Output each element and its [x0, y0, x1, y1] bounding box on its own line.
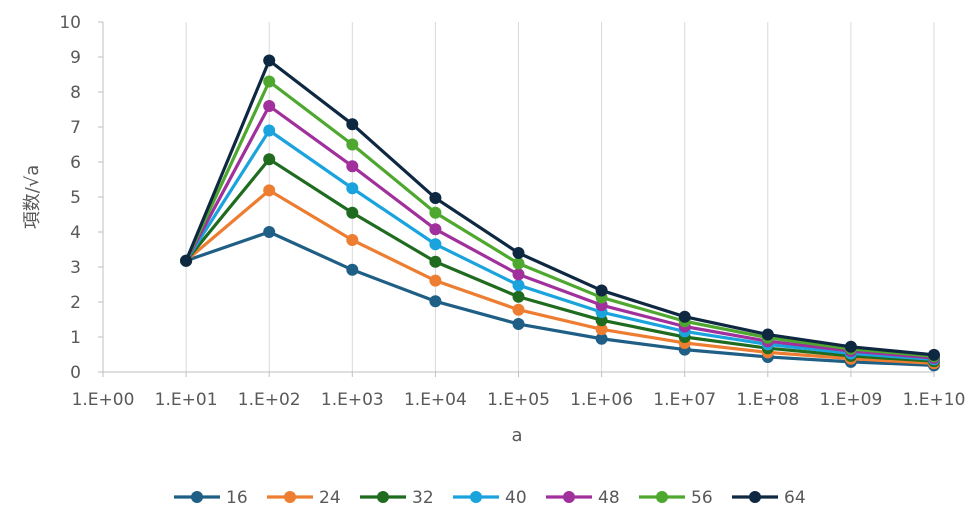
series-32	[180, 153, 940, 368]
legend-item: 16	[174, 488, 248, 508]
axes	[98, 21, 935, 377]
data-point	[263, 75, 276, 88]
legend-label: 16	[226, 488, 248, 508]
y-tick-label: 7	[70, 118, 81, 138]
x-tick-label: 1.E+02	[238, 390, 301, 410]
legend-marker	[563, 491, 575, 503]
y-tick-label: 9	[70, 48, 81, 68]
legend-item: 56	[639, 488, 713, 508]
x-tick-label: 1.E+01	[155, 390, 218, 410]
legend-marker	[749, 491, 761, 503]
x-tick-label: 1.E+00	[72, 390, 135, 410]
data-point	[595, 332, 608, 345]
legend-label: 40	[505, 488, 527, 508]
data-point	[263, 153, 276, 166]
x-tick-label: 1.E+07	[653, 390, 716, 410]
legend-label: 48	[598, 488, 620, 508]
data-point	[595, 323, 608, 336]
data-point	[346, 118, 359, 131]
data-point	[263, 100, 276, 112]
series-line	[184, 104, 935, 360]
data-point	[678, 310, 691, 323]
y-tick-labels: 0 1 2 3 4 5 6 7 8 9 10	[59, 13, 81, 383]
y-tick-label: 4	[70, 223, 81, 243]
data-point	[512, 247, 525, 259]
legend: 16 24 32 40 48 56 64	[174, 488, 806, 508]
data-point	[512, 257, 525, 270]
data-point	[928, 348, 940, 361]
data-point	[512, 279, 525, 292]
y-tick-label: 0	[70, 363, 81, 383]
data-point	[346, 138, 359, 151]
series-group	[180, 54, 940, 372]
data-point	[512, 303, 525, 316]
series-64	[180, 54, 940, 361]
y-tick-label: 1	[70, 328, 81, 348]
x-tick-label: 1.E+08	[736, 390, 799, 410]
data-point	[180, 254, 193, 267]
y-tick-label: 5	[70, 188, 81, 208]
y-tick-label: 2	[70, 293, 81, 313]
data-point	[429, 295, 442, 308]
legend-label: 56	[691, 488, 713, 508]
series-line	[184, 58, 935, 357]
x-tick-label: 1.E+10	[903, 390, 966, 410]
legend-marker	[284, 491, 296, 503]
x-tick-label: 1.E+03	[321, 390, 384, 410]
legend-marker	[656, 491, 668, 503]
data-point	[429, 274, 442, 287]
data-point	[346, 263, 359, 276]
data-point	[844, 340, 857, 353]
data-point	[429, 192, 442, 205]
y-tick-label: 8	[70, 83, 81, 103]
legend-item: 24	[267, 488, 341, 508]
x-tick-label: 1.E+06	[570, 390, 633, 410]
y-tick-label: 6	[70, 153, 81, 173]
data-point	[595, 284, 608, 297]
data-point	[263, 184, 276, 197]
legend-label: 24	[319, 488, 341, 508]
series-line	[184, 79, 935, 358]
data-point	[761, 328, 774, 341]
legend-item: 64	[732, 488, 806, 508]
data-point	[429, 238, 442, 251]
series-line	[184, 157, 935, 363]
data-point	[429, 255, 442, 268]
data-point	[512, 318, 525, 331]
data-point	[346, 182, 359, 195]
data-point	[512, 290, 525, 303]
x-tick-label: 1.E+05	[487, 390, 550, 410]
legend-item: 48	[546, 488, 620, 508]
y-axis-title: 項数/√a	[22, 165, 43, 230]
legend-label: 32	[412, 488, 434, 508]
legend-label: 64	[784, 488, 806, 508]
data-point	[346, 234, 359, 247]
x-axis-title: a	[511, 425, 522, 446]
y-tick-label: 10	[59, 13, 81, 33]
data-point	[263, 124, 276, 137]
legend-marker	[470, 491, 482, 503]
legend-item: 32	[360, 488, 434, 508]
data-point	[429, 223, 442, 236]
legend-item: 40	[453, 488, 527, 508]
legend-marker	[191, 491, 203, 503]
x-tick-label: 1.E+09	[819, 390, 882, 410]
x-tick-label: 1.E+04	[404, 390, 467, 410]
series-line	[185, 188, 935, 365]
series-line	[185, 230, 935, 367]
data-point	[263, 54, 276, 67]
data-point	[346, 206, 359, 219]
data-point	[263, 226, 276, 238]
y-tick-label: 3	[70, 258, 81, 278]
series-48	[180, 100, 940, 364]
data-point	[512, 268, 525, 281]
series-line	[184, 128, 935, 361]
legend-marker	[377, 491, 389, 503]
data-point	[429, 206, 442, 219]
x-tick-labels: 1.E+00 1.E+01 1.E+02 1.E+03 1.E+04 1.E+05 1.E+…	[72, 390, 966, 410]
data-point	[346, 160, 359, 173]
